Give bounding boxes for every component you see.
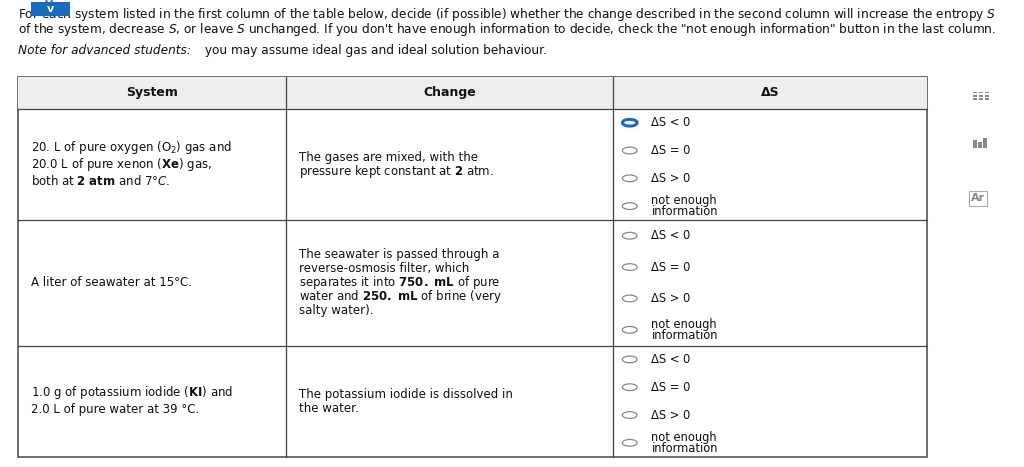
Bar — [985, 98, 989, 100]
Text: Ar: Ar — [971, 193, 985, 204]
Bar — [31, 2, 70, 16]
Bar — [973, 140, 977, 148]
Bar — [983, 138, 987, 148]
Circle shape — [623, 264, 637, 270]
Text: The potassium iodide is dissolved in: The potassium iodide is dissolved in — [299, 388, 513, 401]
Bar — [18, 77, 927, 457]
Text: not enough: not enough — [651, 431, 717, 444]
Text: 20. L of pure oxygen ($\mathregular{O_2}$) gas and: 20. L of pure oxygen ($\mathregular{O_2}… — [31, 139, 231, 156]
Text: 20.0 L of pure xenon ($\bf{Xe}$) gas,: 20.0 L of pure xenon ($\bf{Xe}$) gas, — [31, 156, 212, 173]
Text: ΔS > 0: ΔS > 0 — [651, 409, 691, 422]
Text: 2.0 L of pure water at 39 °C.: 2.0 L of pure water at 39 °C. — [31, 403, 199, 416]
Text: ΔS < 0: ΔS < 0 — [651, 353, 691, 366]
Text: information: information — [651, 442, 718, 455]
Bar — [979, 92, 983, 93]
Text: ΔS = 0: ΔS = 0 — [651, 261, 691, 274]
Text: of the system, decrease $S$, or leave $S$ unchanged. If you don't have enough in: of the system, decrease $S$, or leave $S… — [18, 21, 996, 37]
Text: ΔS: ΔS — [761, 86, 779, 99]
Text: A liter of seawater at 15°C.: A liter of seawater at 15°C. — [31, 276, 191, 289]
Circle shape — [623, 120, 637, 126]
Bar — [978, 142, 982, 148]
Circle shape — [623, 203, 637, 210]
Text: information: information — [651, 205, 718, 218]
Bar — [979, 95, 983, 97]
Circle shape — [623, 439, 637, 446]
Text: you may assume ideal gas and ideal solution behaviour.: you may assume ideal gas and ideal solut… — [201, 44, 547, 57]
Bar — [985, 92, 989, 93]
Text: ΔS < 0: ΔS < 0 — [651, 229, 691, 242]
Circle shape — [623, 411, 637, 418]
Bar — [985, 95, 989, 97]
Circle shape — [623, 175, 637, 182]
Text: the water.: the water. — [299, 402, 358, 415]
Text: ΔS = 0: ΔS = 0 — [651, 381, 691, 394]
Text: ΔS = 0: ΔS = 0 — [651, 144, 691, 157]
Text: not enough: not enough — [651, 318, 717, 331]
Circle shape — [623, 384, 637, 390]
Text: separates it into $\bf{750.}$ $\bf{mL}$ of pure: separates it into $\bf{750.}$ $\bf{mL}$ … — [299, 274, 500, 291]
Circle shape — [623, 233, 637, 239]
Text: pressure kept constant at $\bf{2}$ atm.: pressure kept constant at $\bf{2}$ atm. — [299, 163, 494, 180]
Text: v: v — [46, 4, 54, 14]
Text: For each system listed in the first column of the table below, decide (if possib: For each system listed in the first colu… — [18, 6, 996, 22]
Text: 1.0 g of potassium iodide ($\bf{KI}$) and: 1.0 g of potassium iodide ($\bf{KI}$) an… — [31, 384, 233, 401]
Text: The gases are mixed, with the: The gases are mixed, with the — [299, 151, 477, 164]
Text: System: System — [127, 86, 178, 99]
Circle shape — [623, 356, 637, 363]
Circle shape — [623, 295, 637, 302]
Text: both at $\bf{2}$ $\bf{atm}$ and $\it{7}$°$\it{C}$.: both at $\bf{2}$ $\bf{atm}$ and $\it{7}$… — [31, 174, 170, 188]
Text: salty water).: salty water). — [299, 304, 373, 317]
Bar — [973, 95, 977, 97]
Bar — [973, 92, 977, 93]
Circle shape — [623, 147, 637, 154]
Bar — [979, 98, 983, 100]
Text: information: information — [651, 329, 718, 342]
Circle shape — [623, 326, 637, 333]
Bar — [973, 98, 977, 100]
Text: not enough: not enough — [651, 194, 717, 207]
Text: Change: Change — [424, 86, 476, 99]
Text: ΔS > 0: ΔS > 0 — [651, 292, 691, 305]
Text: The seawater is passed through a: The seawater is passed through a — [299, 248, 499, 261]
Text: ΔS > 0: ΔS > 0 — [651, 172, 691, 185]
Text: ΔS < 0: ΔS < 0 — [651, 116, 691, 129]
Bar — [18, 77, 927, 109]
Text: Note for advanced students:: Note for advanced students: — [18, 44, 191, 57]
Text: reverse-osmosis filter, which: reverse-osmosis filter, which — [299, 262, 469, 275]
Text: water and $\bf{250.}$ $\bf{mL}$ of brine (very: water and $\bf{250.}$ $\bf{mL}$ of brine… — [299, 288, 502, 305]
